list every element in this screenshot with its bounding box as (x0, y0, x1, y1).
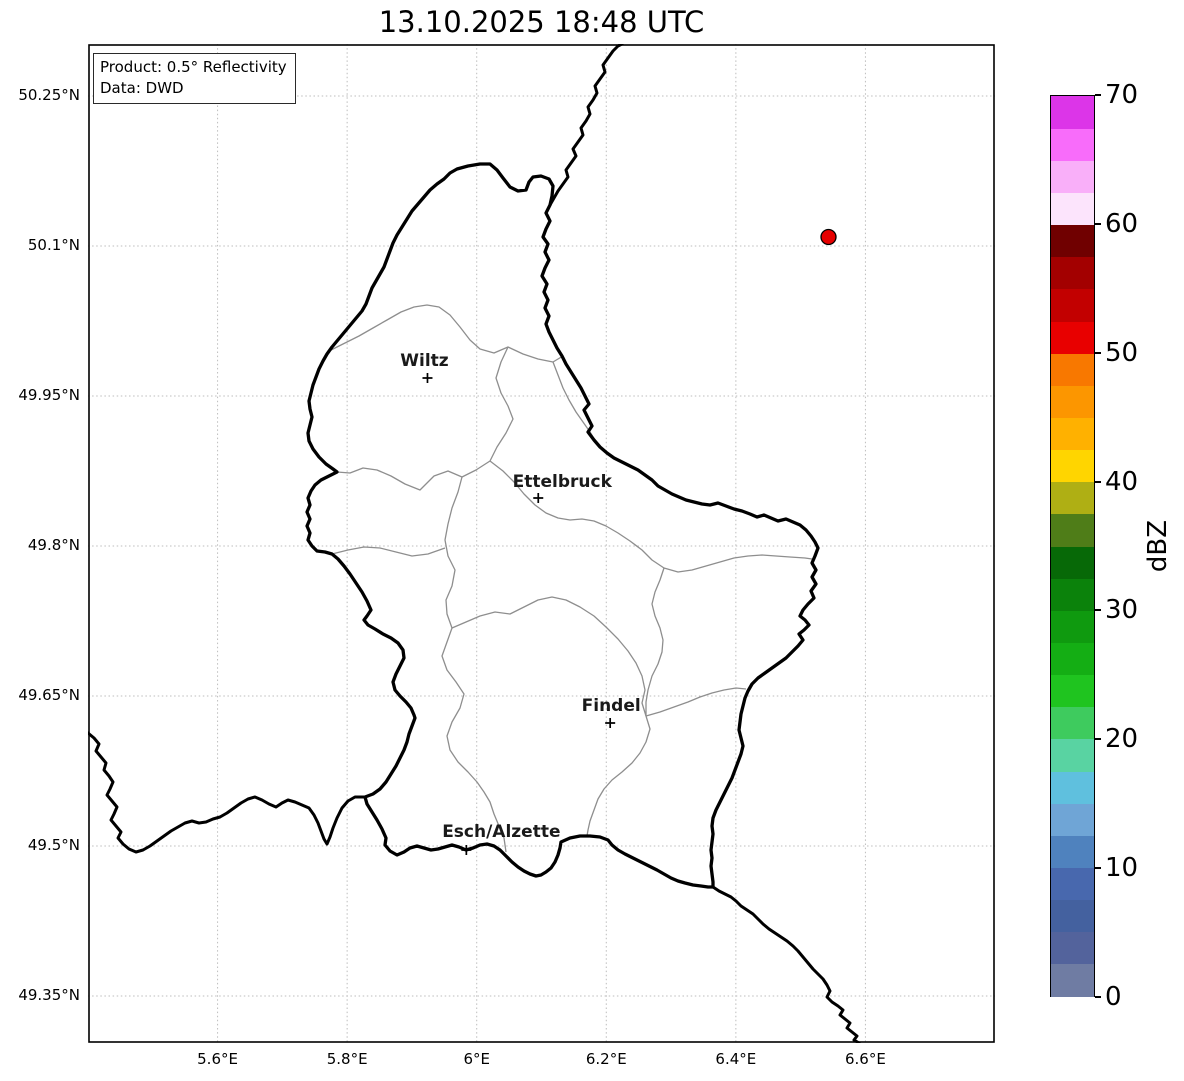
map-canvas (88, 44, 995, 1043)
colorbar-tick-label: 0 (1105, 982, 1122, 1012)
canton-boundary (331, 546, 446, 557)
colorbar-segment (1051, 513, 1094, 547)
colorbar-segment (1051, 192, 1094, 226)
y-tick-label: 49.65°N (18, 686, 80, 704)
product-info-box: Product: 0.5° Reflectivity Data: DWD (93, 53, 296, 104)
colorbar-segment (1051, 867, 1094, 901)
colorbar-tick-label: 50 (1105, 337, 1139, 368)
colorbar-tick (1095, 609, 1101, 612)
colorbar-segment (1051, 963, 1094, 997)
colorbar-segment (1051, 288, 1094, 322)
gridlines (88, 44, 995, 1043)
canton-boundary (489, 346, 514, 462)
colorbar-tick (1095, 351, 1101, 354)
colorbar-segment (1051, 674, 1094, 708)
map-frame (88, 44, 995, 1043)
canton-borders (330, 304, 813, 853)
luxembourg-border (305, 162, 820, 889)
colorbar-segment (1051, 385, 1094, 419)
colorbar-segment (1051, 128, 1094, 161)
country-borders (88, 44, 861, 1043)
colorbar-tick (1095, 867, 1101, 870)
colorbar-segment (1051, 578, 1094, 611)
canton-boundary (552, 361, 601, 448)
colorbar-segment (1051, 610, 1094, 644)
figure-title: 13.10.2025 18:48 UTC (378, 5, 705, 39)
colorbar-segment (1051, 160, 1094, 194)
data-source-line: Data: DWD (100, 79, 184, 97)
product-line: Product: 0.5° Reflectivity (100, 58, 287, 76)
x-tick-label: 5.8°E (326, 1050, 368, 1068)
y-tick-label: 49.95°N (18, 386, 80, 404)
colorbar-tick (1095, 94, 1101, 96)
colorbar-tick (1095, 996, 1101, 998)
colorbar-segment (1051, 642, 1094, 676)
x-tick-label: 6.4°E (715, 1050, 757, 1068)
canton-boundary (336, 460, 491, 491)
y-tick-label: 50.25°N (18, 86, 80, 104)
colorbar-segment (1051, 899, 1094, 933)
colorbar-axis-label: dBZ (1143, 519, 1173, 573)
canton-boundary (489, 460, 813, 573)
colorbar-segment (1051, 96, 1094, 129)
colorbar-segment (1051, 321, 1094, 354)
canton-boundary (451, 596, 651, 837)
canton-boundary (645, 567, 665, 716)
y-tick-label: 49.35°N (18, 986, 80, 1004)
colorbar-tick (1095, 222, 1101, 225)
map-markers (422, 228, 837, 855)
x-tick-label: 6.6°E (845, 1050, 886, 1068)
canton-boundary (441, 476, 507, 853)
canton-boundary (330, 304, 564, 363)
city-marker (461, 845, 472, 855)
colorbar-tick-label: 60 (1105, 208, 1139, 239)
colorbar-segment (1051, 224, 1094, 258)
colorbar-segment (1051, 256, 1094, 290)
x-tick-label: 5.6°E (197, 1050, 238, 1068)
colorbar-tick-label: 30 (1105, 595, 1139, 626)
colorbar-segment (1051, 546, 1094, 579)
city-label: Ettelbruck (512, 472, 612, 492)
colorbar-segment (1051, 835, 1094, 869)
france-belgium-border (88, 731, 367, 854)
y-tick-label: 49.5°N (27, 836, 80, 854)
colorbar-segment (1051, 353, 1094, 386)
colorbar-segment (1051, 931, 1094, 965)
colorbar-tick-label: 70 (1105, 80, 1139, 110)
city-marker (422, 373, 433, 383)
city-label: Esch/Alzette (442, 822, 561, 842)
france-germany-moselle-border (711, 885, 861, 1043)
colorbar-segment (1051, 417, 1094, 451)
colorbar-tick-label: 40 (1105, 466, 1139, 497)
city-marker (533, 493, 544, 503)
colorbar-segment (1051, 706, 1094, 740)
colorbar-tick (1095, 738, 1101, 741)
colorbar-segment (1051, 449, 1094, 483)
city-marker (605, 718, 616, 728)
colorbar-segment (1051, 738, 1094, 772)
germany-belgium-border (548, 44, 624, 207)
colorbar-segment (1051, 803, 1094, 836)
colorbar-tick-label: 20 (1105, 724, 1139, 755)
x-tick-label: 6°E (463, 1050, 490, 1068)
colorbar-tick (1095, 480, 1101, 483)
canton-boundary (645, 687, 747, 717)
colorbar-tick-label: 10 (1105, 853, 1139, 884)
city-label: Findel (581, 696, 641, 716)
y-tick-label: 50.1°N (27, 236, 80, 254)
x-tick-label: 6.2°E (585, 1050, 627, 1068)
colorbar-segment (1051, 771, 1094, 804)
city-label: Wiltz (400, 351, 449, 371)
radar-site-marker (820, 228, 837, 246)
y-tick-label: 49.8°N (27, 536, 80, 554)
colorbar (1050, 95, 1095, 997)
colorbar-segment (1051, 481, 1094, 515)
